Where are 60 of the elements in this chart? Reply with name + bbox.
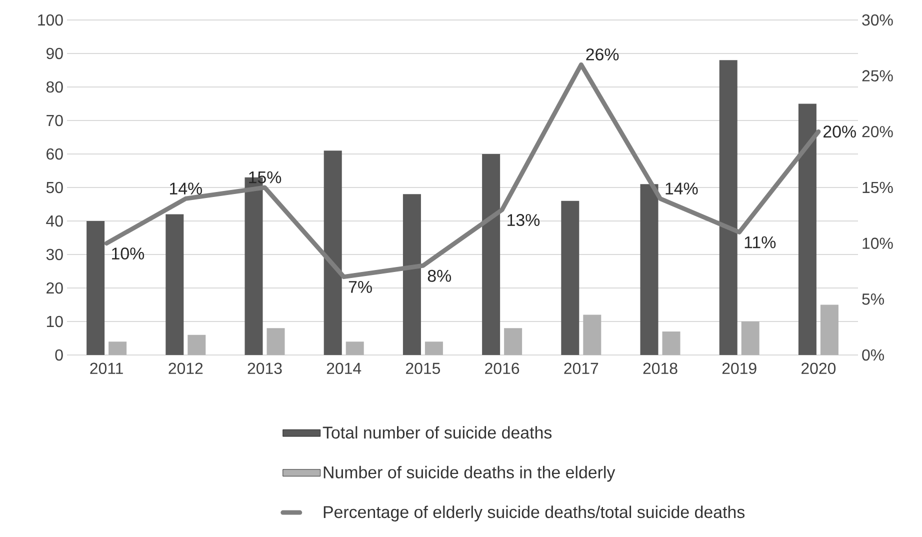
bar (741, 321, 760, 355)
data-label: 8% (428, 270, 452, 282)
y-tick-label: 10 (46, 316, 63, 328)
y2-tick-label: 10% (862, 238, 893, 249)
y-tick-label: 30 (46, 248, 63, 260)
bar (424, 342, 443, 355)
bar (504, 328, 522, 355)
x-tick-label: 2012 (168, 362, 203, 374)
bar (188, 334, 206, 355)
bar (402, 194, 421, 355)
data-label: 15% (249, 171, 282, 184)
x-tick-label: 2020 (802, 362, 836, 374)
y-tick-label: 100 (38, 14, 63, 26)
y2-tick-label: 5% (862, 294, 884, 305)
y-tick-label: 60 (46, 148, 63, 160)
x-tick-label: 2017 (564, 362, 598, 374)
legend-label: Number of suicide deaths in the elderly (324, 466, 616, 482)
bar (662, 332, 680, 355)
x-tick-label: 2014 (326, 362, 362, 374)
bar (719, 60, 738, 355)
y-tick-label: 50 (46, 182, 63, 194)
bar (324, 150, 342, 355)
data-label: 10% (112, 248, 144, 260)
bar (820, 304, 838, 355)
y2-tick-label: 25% (862, 70, 893, 82)
y2-tick-label: 15% (862, 182, 893, 194)
bar (482, 154, 500, 355)
bar (266, 328, 285, 355)
y2-tick-label: 0% (862, 349, 884, 361)
x-tick-label: 2019 (722, 362, 756, 374)
y-tick-label: 0 (55, 349, 63, 361)
x-tick-label: 2018 (643, 362, 678, 374)
x-tick-label: 2015 (406, 362, 440, 374)
data-label: 14% (170, 182, 202, 194)
bar (798, 104, 816, 355)
data-label: 14% (666, 182, 698, 194)
x-tick-label: 2013 (248, 362, 282, 374)
bar (86, 220, 105, 355)
legend-label: Percentage of elderly suicide deaths/total suicide deaths (324, 506, 745, 522)
y2-tick-label: 30% (862, 14, 893, 26)
y2-tick-label: 20% (862, 126, 893, 138)
y-tick-label: 70 (46, 114, 63, 126)
y-tick-label: 80 (46, 81, 63, 93)
y-tick-label: 40 (46, 215, 63, 227)
data-label: 26% (586, 48, 619, 60)
y-tick-label: 90 (46, 48, 63, 60)
bar (166, 214, 184, 355)
legend-label: Total number of suicide deaths (322, 426, 552, 439)
bar (561, 200, 580, 355)
bar (640, 184, 658, 355)
x-tick-label: 2016 (485, 362, 520, 374)
y-tick-label: 20 (46, 282, 63, 294)
bar (583, 314, 602, 355)
data-label: 11% (744, 236, 776, 248)
data-label: 13% (508, 214, 540, 226)
data-label: 20% (824, 126, 856, 138)
bar (346, 342, 364, 355)
bar (108, 342, 127, 355)
data-label: 7% (348, 281, 372, 293)
x-tick-label: 2011 (90, 362, 123, 374)
